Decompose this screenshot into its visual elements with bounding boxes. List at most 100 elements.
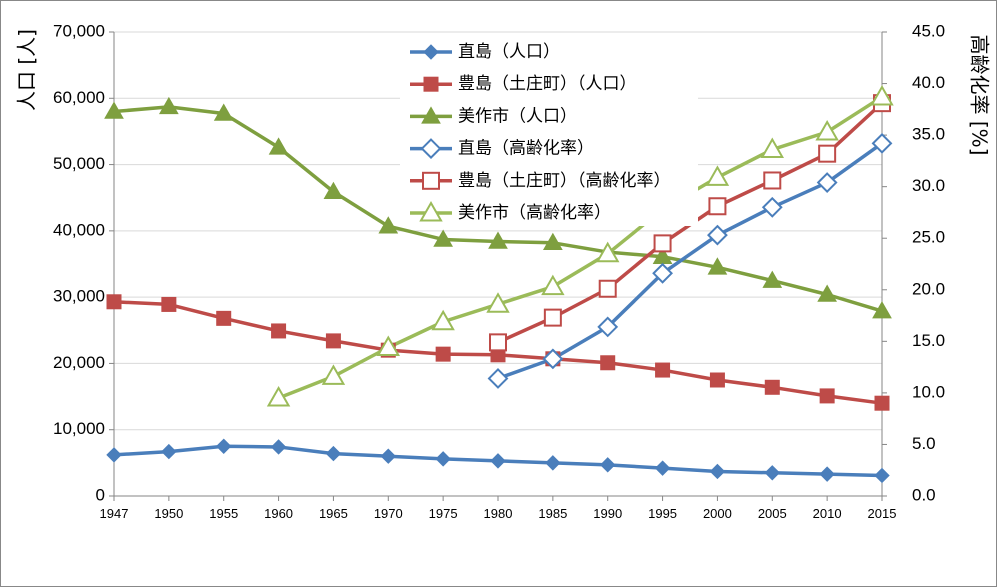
data-point-3 — [707, 224, 728, 246]
y-left-tick-label: 40,000 — [53, 220, 105, 239]
x-tick-label: 2005 — [758, 506, 787, 521]
legend-background — [400, 36, 698, 226]
y-right-tick-label: 10.0 — [912, 382, 945, 401]
data-point-3 — [597, 316, 619, 338]
series-line-3 — [497, 141, 884, 381]
data-point-3 — [816, 172, 838, 193]
x-tick-label: 1950 — [154, 506, 183, 521]
data-point-2 — [323, 181, 344, 199]
legend-marker-1 — [423, 76, 439, 92]
x-tick-label: 1947 — [100, 506, 129, 521]
data-point-0 — [380, 448, 396, 464]
data-point-5 — [266, 386, 291, 407]
data-point-2 — [817, 284, 838, 302]
data-point-0 — [709, 463, 726, 480]
y-left-tick-label: 10,000 — [53, 419, 105, 438]
y-axis-right-title: 高齢化率 [%] — [968, 35, 992, 156]
y-right-tick-label: 40.0 — [912, 73, 945, 92]
data-point-2 — [762, 270, 783, 288]
legend-marker-3 — [420, 138, 442, 160]
x-tick-label: 2000 — [703, 506, 732, 521]
x-tick-label: 2015 — [868, 506, 897, 521]
legend-label-4: 豊島（土庄町）（高齢化率） — [458, 171, 671, 191]
y-right-tick-label: 20.0 — [912, 279, 945, 298]
data-point-1 — [216, 310, 232, 326]
y-right-tick-label: 30.0 — [912, 176, 945, 195]
data-point-2 — [488, 231, 508, 249]
y-right-tick-label: 45.0 — [912, 21, 945, 40]
data-point-5 — [760, 137, 785, 159]
data-point-0 — [435, 451, 451, 467]
y-left-tick-label: 60,000 — [53, 88, 105, 107]
data-point-1 — [435, 346, 451, 362]
data-point-1 — [600, 355, 616, 371]
y-axis-left-title: 人口 [人] — [15, 29, 39, 111]
x-tick-label: 1980 — [484, 506, 513, 521]
data-point-1 — [819, 388, 835, 404]
y-left-tick-label: 30,000 — [53, 287, 105, 306]
data-point-0 — [600, 457, 616, 473]
data-point-2 — [433, 229, 454, 247]
data-point-4 — [708, 197, 727, 216]
data-point-0 — [764, 465, 780, 481]
data-point-1 — [874, 395, 890, 411]
data-point-2 — [872, 301, 892, 319]
x-tick-label: 1990 — [593, 506, 622, 521]
y-left-tick-label: 20,000 — [53, 353, 105, 372]
legend-marker-4 — [422, 171, 440, 190]
data-point-2 — [104, 101, 124, 119]
legend-label-2: 美作市（人口） — [458, 106, 577, 126]
data-point-4 — [598, 279, 617, 298]
data-point-4 — [818, 144, 837, 163]
data-point-2 — [158, 96, 179, 115]
data-point-3 — [542, 348, 564, 370]
data-point-4 — [489, 333, 507, 352]
data-point-3 — [487, 368, 509, 389]
data-point-5 — [431, 309, 455, 331]
data-point-2 — [213, 103, 234, 121]
data-point-5 — [815, 120, 839, 141]
data-point-1 — [655, 362, 671, 378]
data-point-0 — [106, 447, 122, 463]
legend-marker-2 — [421, 106, 441, 124]
data-point-0 — [270, 439, 287, 455]
data-point-2 — [268, 137, 289, 155]
data-point-3 — [652, 262, 673, 284]
x-tick-label: 2010 — [813, 506, 842, 521]
data-point-2 — [378, 216, 399, 234]
data-point-5 — [541, 274, 565, 296]
x-tick-label: 1985 — [538, 506, 567, 521]
axes: 0 10,000 20,000 30,000 40,000 50,000 60,000 70,… — [53, 21, 945, 521]
data-point-0 — [216, 438, 232, 454]
x-tick-label: 1955 — [209, 506, 238, 521]
data-point-1 — [764, 379, 780, 395]
data-point-0 — [654, 460, 671, 476]
data-point-1 — [271, 323, 287, 339]
data-point-1 — [106, 294, 122, 310]
legend: 直島（人口） 豊島（土庄町）（人口） 美作市（人口） 直島（高齢化率） 豊島（土庄町）（… — [400, 36, 698, 226]
y-left-tick-label: 0 — [96, 485, 105, 504]
y-right-tick-label: 35.0 — [912, 125, 945, 144]
y-left-tick-label: 70,000 — [53, 21, 105, 40]
data-point-5 — [376, 335, 401, 357]
data-point-5 — [705, 165, 730, 186]
data-point-2 — [707, 257, 728, 275]
data-point-4 — [653, 234, 672, 253]
data-point-0 — [161, 443, 177, 460]
data-point-4 — [763, 171, 782, 190]
data-point-5 — [321, 364, 346, 385]
x-tick-label: 1970 — [374, 506, 403, 521]
data-point-3 — [761, 196, 783, 218]
x-tick-label: 1960 — [264, 506, 293, 521]
data-point-5 — [595, 241, 620, 263]
data-point-5 — [870, 84, 894, 106]
x-tick-label: 1995 — [648, 506, 677, 521]
y-right-tick-label: 25.0 — [912, 228, 945, 247]
data-point-3 — [871, 132, 893, 154]
y-right-tick-label: 0.0 — [912, 485, 936, 504]
y-right-tick-label: 15.0 — [912, 331, 945, 350]
y-left-tick-label: 50,000 — [53, 154, 105, 173]
data-point-1 — [161, 296, 177, 312]
